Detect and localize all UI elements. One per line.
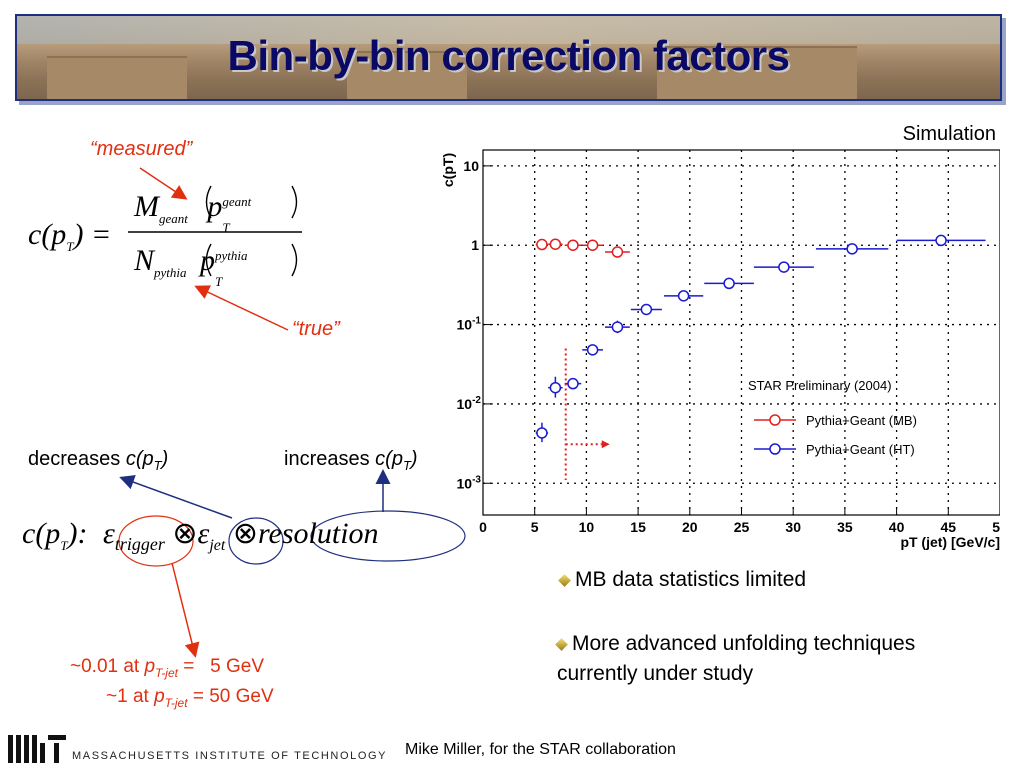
x-tick-label: 25 (734, 519, 750, 535)
bullet-unfolding: More advanced unfolding techniques curre… (555, 632, 916, 685)
formula-lhs: c(pT) = (28, 218, 112, 254)
slide-title: Bin-by-bin correction factors (227, 32, 790, 79)
banner-building (347, 51, 467, 99)
legend-title: STAR Preliminary (2004) (748, 378, 892, 393)
bullet-diamond-icon (555, 638, 568, 651)
title-banner: Bin-by-bin correction factors (15, 14, 1002, 101)
y-tick-label: 10-3 (457, 474, 482, 491)
x-tick-label: 10 (579, 519, 595, 535)
data-point (536, 238, 548, 251)
x-axis-label: pT (jet) [GeV/c] (900, 534, 1000, 550)
legend-marker (769, 414, 781, 426)
trigger-note-low: ~0.01 at pT-jet = 5 GeV (70, 656, 265, 680)
banner-sky (17, 16, 1000, 44)
measured-label: “measured” (90, 138, 193, 160)
data-point (723, 277, 735, 290)
banner-building (47, 56, 187, 99)
data-point (567, 377, 579, 390)
y-axis-label: c(pT) (440, 153, 456, 187)
data-point (611, 246, 624, 258)
legend-entry: Pythia+Geant (MB) (806, 413, 917, 428)
data-point (586, 239, 599, 251)
x-tick-label: 30 (785, 519, 801, 535)
data-point (549, 381, 562, 394)
decreases-label: decreases c(pT) (28, 448, 169, 473)
x-tick-label: 45 (941, 519, 957, 535)
y-tick-label: 10-2 (457, 395, 482, 412)
x-tick-label: 35 (837, 519, 853, 535)
trigger-note-high: ~1 at pT-jet = 50 GeV (106, 686, 274, 710)
simulation-label: Simulation (903, 123, 996, 145)
bullet-mb-statistics: MB data statistics limited (558, 568, 806, 592)
increases-label: increases c(pT) (284, 448, 418, 473)
data-point (549, 238, 562, 250)
x-tick-label: 5 (531, 519, 539, 535)
y-tick-label: 1 (471, 237, 479, 253)
mit-wordmark: MASSACHUSETTS INSTITUTE OF TECHNOLOGY (72, 750, 388, 762)
correction-factor-chart: 0 5 10 15 20 25 30 35 40 45 50 10-3 10-2 10-1 1 10 pT (j… (440, 123, 1000, 550)
x-tick-label: 15 (630, 519, 646, 535)
data-point (935, 234, 947, 247)
y-tick-label: 10-1 (457, 316, 482, 333)
x-tick-label: 0 (479, 519, 487, 535)
data-point (567, 239, 579, 251)
x-tick-label: 50 (992, 519, 1000, 535)
data-point (611, 321, 624, 333)
data-point (677, 290, 690, 302)
data-point (536, 427, 548, 439)
formula-numerator: Mgeant p geant T (134, 190, 252, 235)
x-tick-label: 20 (682, 519, 698, 535)
mit-logo (8, 735, 66, 763)
formula-denominator: Npythia p pythia T (134, 244, 248, 289)
x-tick-label: 40 (889, 519, 905, 535)
data-point (846, 243, 858, 255)
data-point (586, 344, 599, 356)
threshold-arrow-head (601, 440, 610, 449)
bullet-diamond-icon (558, 574, 571, 587)
footer-credit: Mike Miller, for the STAR collaboration (405, 741, 676, 758)
true-label: “true” (292, 318, 340, 340)
legend-entry: Pythia+Geant (HT) (806, 442, 915, 457)
banner-building (657, 46, 857, 99)
data-point (778, 261, 790, 273)
legend-marker (769, 443, 781, 455)
factor-formula: c(pT): εtrigger ⊗εjet ⊗resolution (22, 517, 379, 554)
data-point (640, 303, 653, 316)
y-tick-label: 10 (463, 158, 479, 174)
